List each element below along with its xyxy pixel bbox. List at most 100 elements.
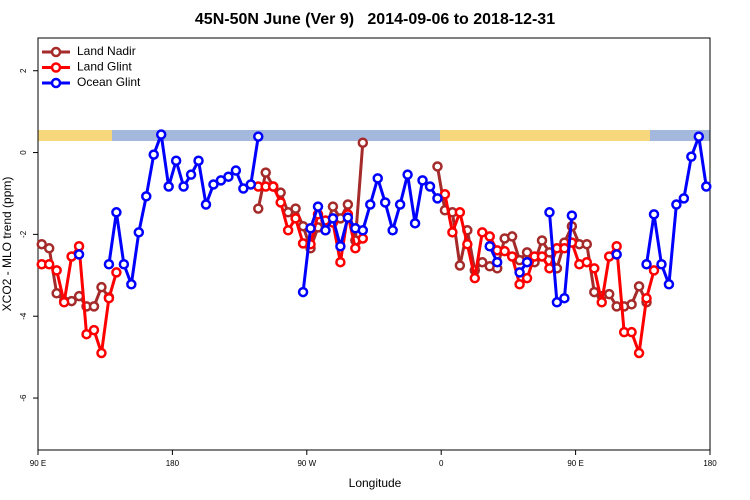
y-axis-label: XCO2 - MLO trend (ppm) xyxy=(0,177,14,312)
data-point xyxy=(357,233,369,244)
data-point xyxy=(559,292,570,304)
data-point xyxy=(267,181,279,192)
data-point xyxy=(297,286,309,298)
data-point xyxy=(43,259,55,270)
data-point xyxy=(275,197,286,208)
data-point xyxy=(320,225,331,236)
data-point xyxy=(365,199,376,210)
data-point xyxy=(170,155,182,166)
ocean-band xyxy=(650,130,710,141)
data-point xyxy=(245,179,257,190)
data-point xyxy=(394,199,406,210)
data-point xyxy=(439,189,451,200)
data-point xyxy=(51,288,62,299)
x-tick-label: 180 xyxy=(703,459,717,468)
data-point xyxy=(88,301,100,312)
legend-swatch-marker xyxy=(50,77,62,89)
data-point xyxy=(641,259,652,270)
data-point xyxy=(208,179,219,190)
y-tick-label: -2 xyxy=(19,230,28,238)
data-point xyxy=(253,131,264,142)
data-point xyxy=(454,260,466,271)
data-point xyxy=(312,201,324,212)
data-point xyxy=(432,193,443,204)
data-point xyxy=(253,203,264,214)
data-point xyxy=(544,207,555,218)
y-tick-label: -4 xyxy=(19,312,28,320)
data-point xyxy=(73,241,85,252)
data-point xyxy=(230,165,242,176)
data-point xyxy=(88,324,100,336)
legend-label: Ocean Glint xyxy=(77,75,141,89)
data-point xyxy=(148,149,159,160)
y-tick-label: 0 xyxy=(19,150,28,155)
data-point xyxy=(678,193,690,204)
data-point xyxy=(484,241,495,252)
data-point xyxy=(462,238,473,250)
data-point xyxy=(417,175,428,186)
y-tick-label: -6 xyxy=(19,394,28,402)
land-band xyxy=(38,130,112,141)
data-point xyxy=(290,213,301,224)
legend-swatch-marker xyxy=(50,62,62,73)
data-point xyxy=(454,207,466,218)
legend-swatch-marker xyxy=(50,46,62,58)
data-point xyxy=(282,225,294,236)
legend-label: Land Glint xyxy=(77,60,132,74)
data-point xyxy=(387,225,398,236)
data-point xyxy=(58,297,70,308)
data-point xyxy=(126,279,137,290)
data-point xyxy=(633,347,645,359)
x-tick-label: 90 W xyxy=(297,459,316,468)
data-point xyxy=(290,203,301,214)
data-point xyxy=(603,288,615,300)
data-point xyxy=(185,169,197,180)
data-point xyxy=(581,256,593,268)
data-point xyxy=(163,181,174,192)
data-point xyxy=(551,297,563,308)
data-point xyxy=(544,263,555,274)
data-point xyxy=(432,161,443,172)
data-point xyxy=(536,251,548,262)
data-point xyxy=(118,259,130,270)
data-point xyxy=(133,227,145,238)
data-point xyxy=(103,259,115,270)
data-point xyxy=(581,238,593,250)
data-point xyxy=(611,249,622,260)
data-point xyxy=(223,171,234,182)
data-point xyxy=(409,218,421,229)
land-ocean-strip xyxy=(38,130,710,141)
data-point xyxy=(327,213,339,224)
x-tick-label: 0 xyxy=(439,459,444,468)
ocean-band xyxy=(112,130,440,141)
data-point xyxy=(36,238,47,250)
data-point xyxy=(372,173,383,184)
data-point xyxy=(238,183,249,194)
x-tick-label: 90 E xyxy=(567,459,583,468)
data-point xyxy=(514,279,525,290)
data-point xyxy=(626,299,637,310)
data-point xyxy=(357,225,369,236)
data-point xyxy=(671,199,682,210)
data-point xyxy=(402,169,413,180)
x-tick-label: 180 xyxy=(166,459,180,468)
data-point xyxy=(648,265,660,276)
data-point xyxy=(484,231,495,242)
data-point xyxy=(342,212,354,223)
data-point xyxy=(491,256,503,268)
data-point xyxy=(521,256,533,268)
data-point xyxy=(701,181,712,192)
data-point xyxy=(357,137,369,148)
data-point xyxy=(521,247,533,258)
data-point xyxy=(51,265,62,276)
data-point xyxy=(536,235,548,246)
data-point xyxy=(693,131,705,142)
data-point xyxy=(499,245,510,257)
data-point xyxy=(103,292,115,304)
data-point xyxy=(648,209,660,220)
data-point xyxy=(589,263,600,274)
